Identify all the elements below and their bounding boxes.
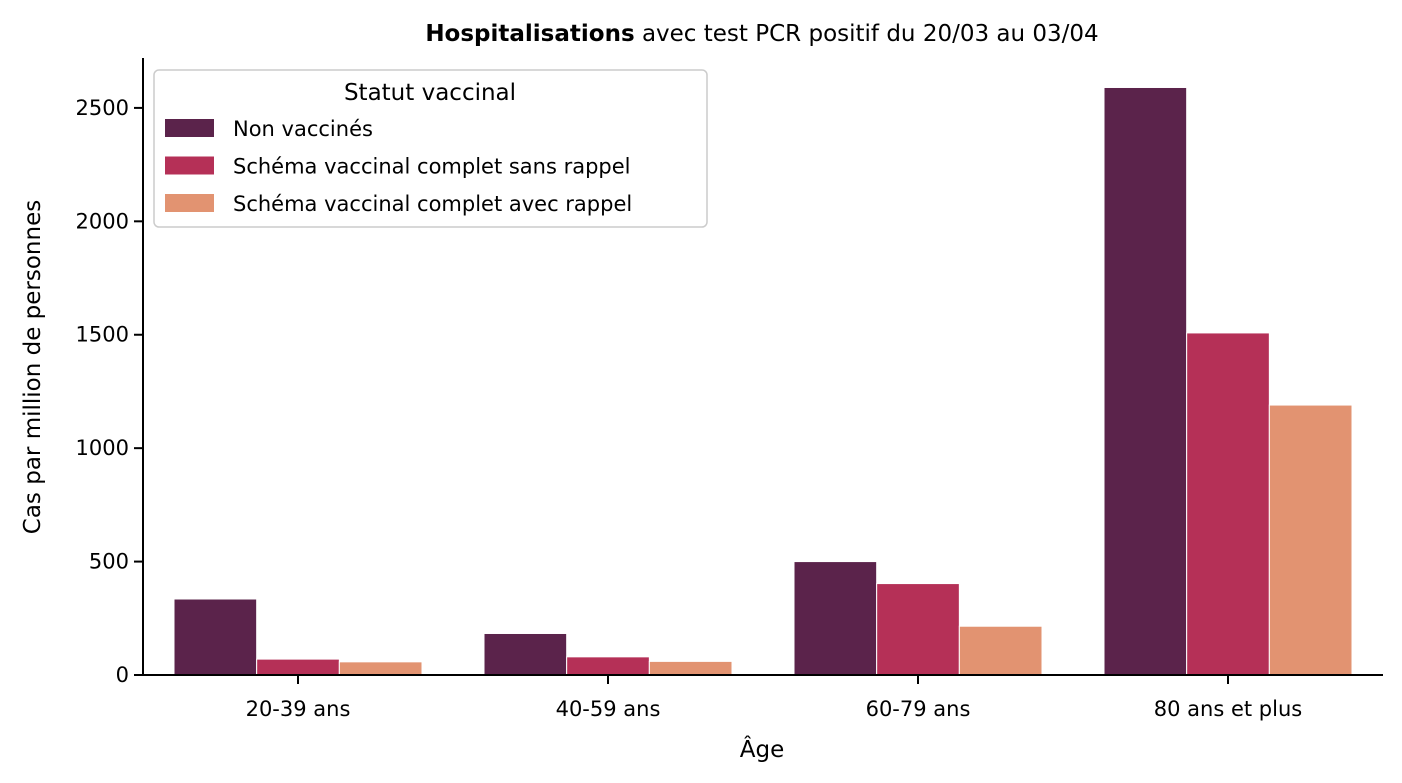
legend-label-1: Schéma vaccinal complet sans rappel xyxy=(233,155,631,179)
legend: Statut vaccinal Non vaccinés Schéma vacci… xyxy=(153,69,708,228)
bar-1-1 xyxy=(566,656,650,676)
legend-swatch-0 xyxy=(165,119,214,137)
y-tick-label-1: 500 xyxy=(89,550,129,574)
x-tick-label-3: 80 ans et plus xyxy=(1154,697,1302,721)
bar-1-0 xyxy=(256,658,340,676)
y-tick-label-4: 2000 xyxy=(76,209,129,233)
chart-title-bold: Hospitalisations xyxy=(425,21,634,47)
y-tick-label-5: 2500 xyxy=(76,96,129,120)
bar-0-3 xyxy=(1103,86,1188,676)
x-tick-label-1: 40-59 ans xyxy=(556,697,661,721)
bar-0-2 xyxy=(793,561,878,676)
y-axis-title: Cas par million de personnes xyxy=(20,200,46,534)
legend-swatch-2 xyxy=(165,194,214,212)
bars-group xyxy=(173,86,1353,676)
bar-2-3 xyxy=(1268,404,1353,676)
bar-1-2 xyxy=(876,583,960,676)
y-ticks-group: 0 500 1000 1500 2000 2500 xyxy=(76,96,143,687)
legend-title: Statut vaccinal xyxy=(344,80,516,106)
chart-title: Hospitalisations avec test PCR positif d… xyxy=(425,21,1098,47)
y-tick-label-3: 1500 xyxy=(76,323,129,347)
bar-2-1 xyxy=(648,660,733,676)
bar-2-2 xyxy=(958,625,1043,676)
x-tick-label-2: 60-79 ans xyxy=(866,697,971,721)
x-tick-label-0: 20-39 ans xyxy=(246,697,351,721)
bar-2-0 xyxy=(338,661,423,676)
legend-swatch-1 xyxy=(165,156,214,175)
bar-0-1 xyxy=(483,632,568,676)
chart-title-rest: avec test PCR positif du 20/03 au 03/04 xyxy=(635,21,1099,47)
legend-label-2: Schéma vaccinal complet avec rappel xyxy=(233,192,632,216)
bar-1-3 xyxy=(1186,332,1270,676)
bar-0-0 xyxy=(173,598,258,676)
y-tick-label-0: 0 xyxy=(116,663,129,687)
legend-frame xyxy=(153,69,708,228)
x-axis-title: Âge xyxy=(740,735,784,763)
y-tick-label-2: 1000 xyxy=(76,436,129,460)
legend-label-0: Non vaccinés xyxy=(233,117,373,141)
x-ticks-group: 20-39 ans 40-59 ans 60-79 ans 80 ans et plu… xyxy=(246,675,1302,721)
